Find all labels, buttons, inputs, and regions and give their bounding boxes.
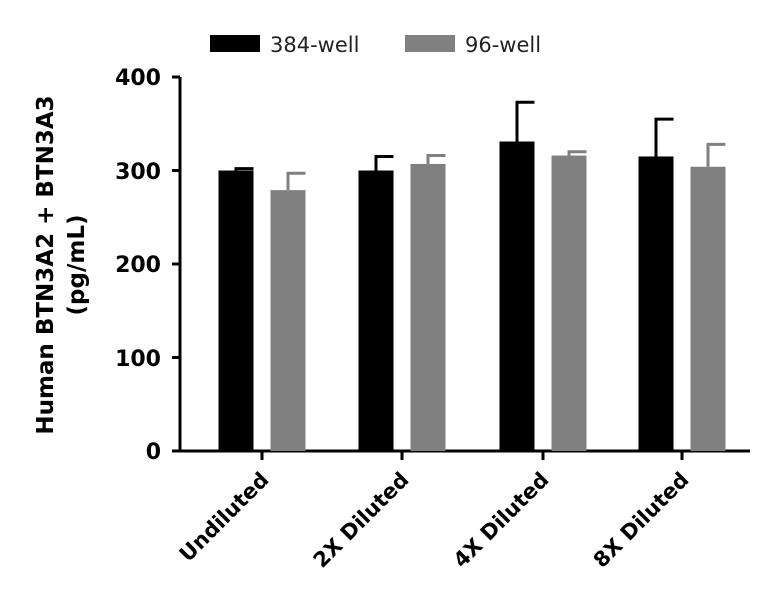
y-tick-labels: 0 100 200 300 400 bbox=[115, 66, 161, 465]
legend-label-96-well: 96-well bbox=[465, 33, 541, 57]
bar-384-well-8x-diluted bbox=[638, 156, 674, 451]
x-tick-label-undiluted: Undiluted bbox=[175, 468, 274, 567]
y-tick-label-200: 200 bbox=[115, 253, 161, 278]
axis-ticks bbox=[172, 75, 684, 460]
legend: 384-well 96-well bbox=[210, 33, 541, 57]
y-tick-label-100: 100 bbox=[115, 347, 161, 372]
bar-384-well-2x-diluted bbox=[358, 170, 394, 451]
x-tick-labels: Undiluted 2X Diluted 4X Diluted 8X Dilut… bbox=[175, 468, 694, 573]
bar-96-well-8x-diluted bbox=[690, 166, 726, 451]
x-tick-label-4x-diluted: 4X Diluted bbox=[449, 468, 554, 573]
y-tick-label-0: 0 bbox=[146, 440, 161, 465]
bar-384-well-undiluted bbox=[218, 170, 254, 451]
legend-swatch-96-well bbox=[405, 35, 455, 52]
x-tick-label-8x-diluted: 8X Diluted bbox=[589, 468, 694, 573]
legend-label-384-well: 384-well bbox=[270, 33, 359, 57]
y-tick-label-300: 300 bbox=[115, 160, 161, 185]
bar-96-well-2x-diluted bbox=[410, 163, 446, 451]
y-axis-label-line2: (pg/mL) bbox=[64, 215, 90, 316]
y-axis-label: Human BTN3A2 + BTN3A3 (pg/mL) bbox=[33, 95, 90, 434]
bar-96-well-undiluted bbox=[270, 190, 306, 451]
y-axis-label-line1: Human BTN3A2 + BTN3A3 bbox=[33, 95, 59, 434]
x-tick-label-2x-diluted: 2X Diluted bbox=[309, 468, 414, 573]
bar-384-well-4x-diluted bbox=[499, 141, 535, 451]
bars bbox=[218, 100, 726, 452]
bar-96-well-4x-diluted bbox=[551, 155, 587, 452]
y-tick-label-400: 400 bbox=[115, 66, 161, 91]
legend-swatch-384-well bbox=[210, 35, 260, 52]
